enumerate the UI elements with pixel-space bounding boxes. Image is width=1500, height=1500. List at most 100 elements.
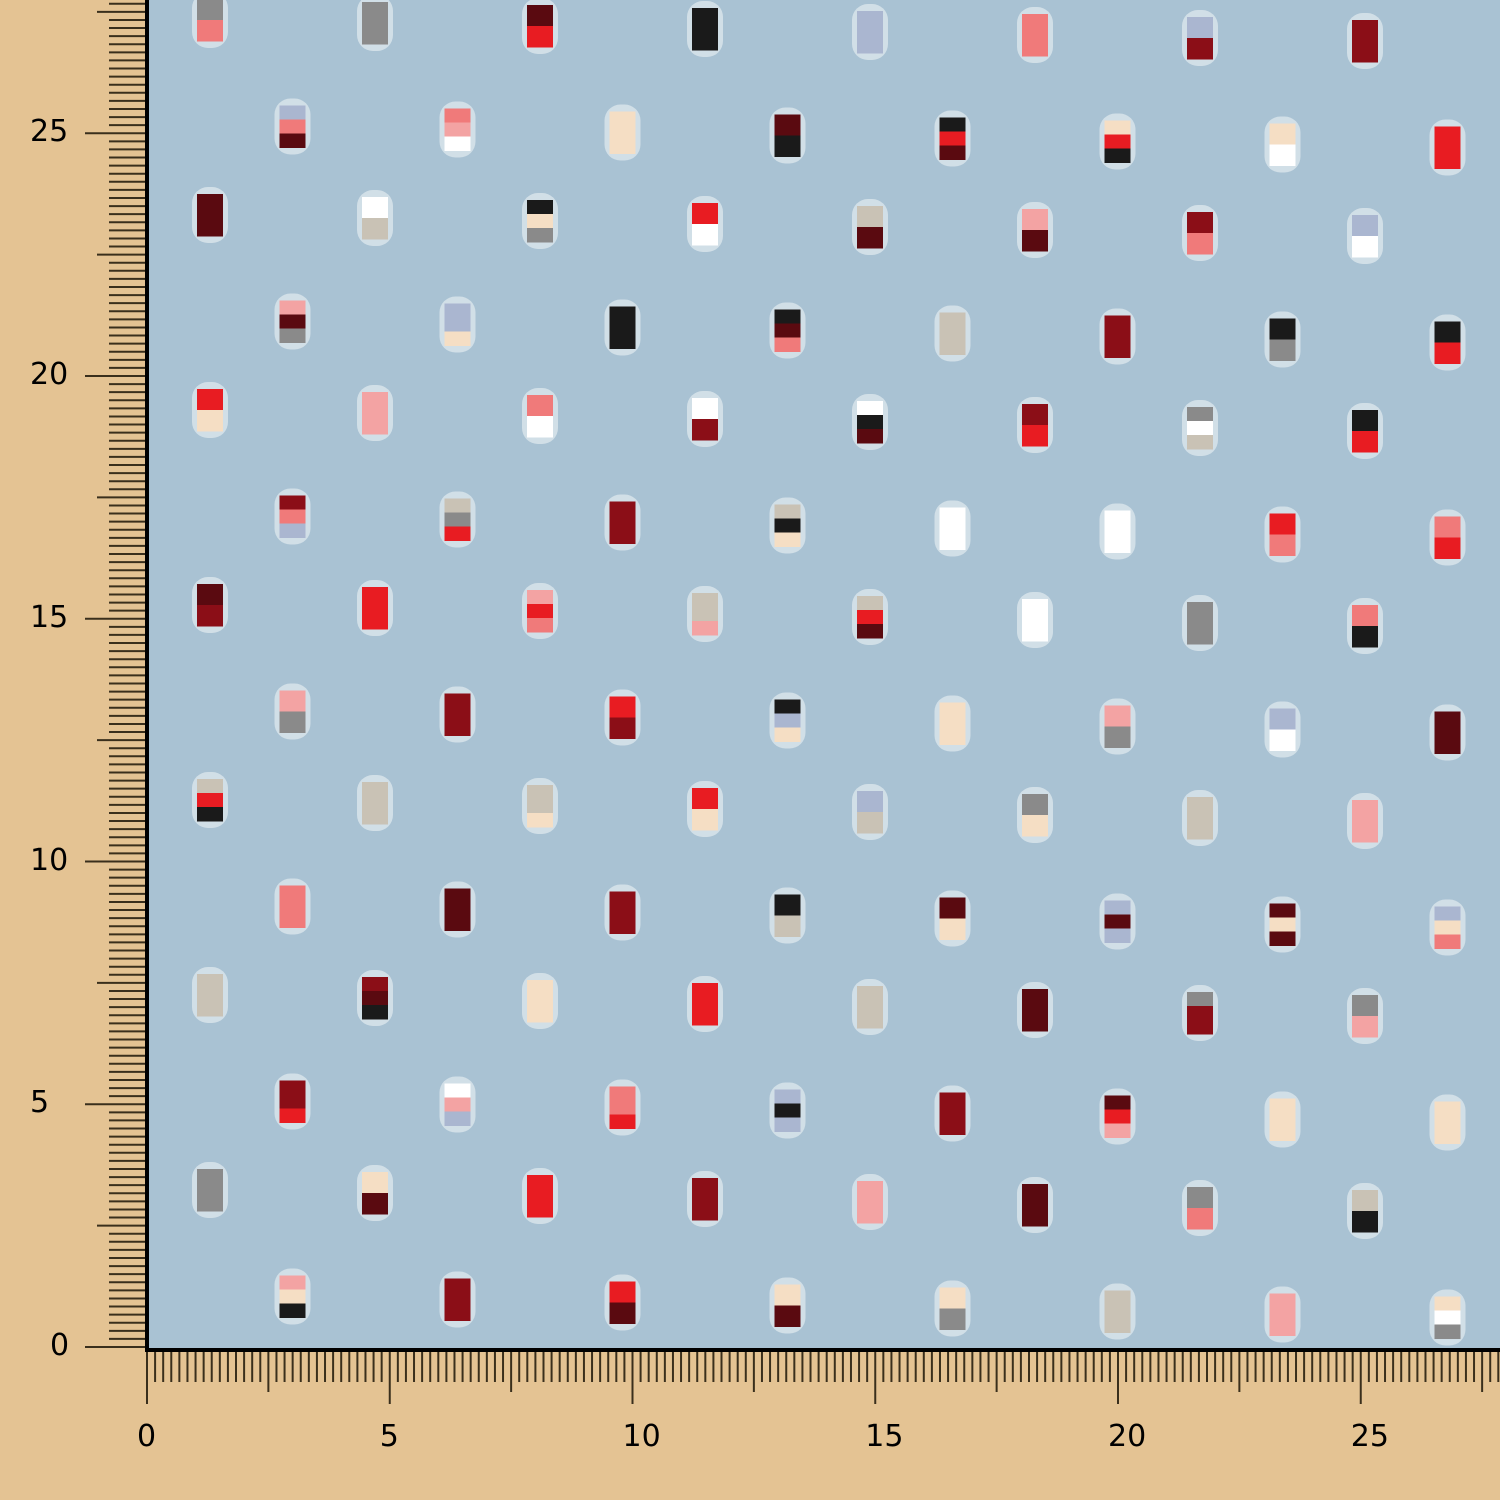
fabric-hole — [439, 686, 476, 743]
fabric-hole — [274, 293, 311, 350]
fabric-hole — [522, 583, 558, 639]
fabric-hole — [687, 586, 723, 642]
fabric-hole — [439, 101, 476, 158]
fabric-hole — [687, 1171, 723, 1227]
fabric-hole — [769, 1277, 806, 1334]
fabric-hole — [274, 1268, 311, 1325]
fabric-hole — [934, 305, 971, 362]
y-tick-label: 20 — [30, 357, 69, 392]
fabric-hole — [1429, 1289, 1466, 1346]
fabric-hole — [1429, 1094, 1466, 1151]
fabric-hole — [1429, 704, 1466, 761]
x-tick-label: 15 — [865, 1419, 904, 1454]
fabric-hole — [357, 385, 393, 441]
fabric-hole — [1347, 598, 1383, 654]
fabric-hole — [934, 500, 971, 557]
fabric-hole — [1264, 1091, 1301, 1148]
fabric-hole — [192, 1162, 228, 1218]
fabric-hole — [934, 695, 971, 752]
fabric-hole — [1017, 202, 1053, 258]
x-tick-label: 20 — [1108, 1419, 1147, 1454]
fabric-hole — [604, 689, 641, 746]
fabric-hole — [1347, 13, 1383, 69]
fabric-hole — [852, 784, 888, 840]
fabric-hole — [604, 1079, 641, 1136]
fabric-hole — [1264, 896, 1301, 953]
fabric-hole — [1429, 899, 1466, 956]
fabric-hole — [439, 881, 476, 938]
fabric-hole — [852, 199, 888, 255]
fabric-hole — [687, 781, 723, 837]
fabric-pattern — [147, 0, 1500, 1349]
fabric-hole — [1347, 793, 1383, 849]
fabric-hole — [1182, 10, 1218, 66]
fabric-hole — [1429, 509, 1466, 566]
x-tick-label: 10 — [622, 1419, 661, 1454]
fabric-hole — [1182, 1180, 1218, 1236]
fabric-hole — [274, 98, 311, 155]
fabric-hole — [1017, 592, 1053, 648]
fabric-hole — [604, 104, 641, 161]
fabric-hole — [274, 878, 311, 935]
fabric-hole — [852, 979, 888, 1035]
fabric-hole — [1429, 314, 1466, 371]
y-tick-label: 25 — [30, 114, 69, 150]
fabric-hole — [192, 577, 228, 633]
fabric-swatch-image — [147, 0, 1500, 1349]
fabric-hole — [357, 1165, 393, 1221]
fabric-hole — [769, 692, 806, 749]
fabric-hole — [1347, 208, 1383, 264]
fabric-hole — [192, 0, 228, 48]
fabric-hole — [1182, 985, 1218, 1041]
fabric-hole — [934, 1085, 971, 1142]
fabric-hole — [604, 494, 641, 551]
fabric-hole — [1182, 205, 1218, 261]
fabric-hole — [1182, 790, 1218, 846]
fabric-hole — [522, 778, 558, 834]
x-tick-label: 5 — [379, 1419, 399, 1454]
y-tick-label: 0 — [50, 1328, 70, 1363]
x-tick-label: 0 — [137, 1419, 157, 1454]
fabric-hole — [357, 580, 393, 636]
fabric-hole — [1017, 7, 1053, 63]
fabric-hole — [1017, 787, 1053, 843]
fabric-hole — [1347, 403, 1383, 459]
fabric-hole — [357, 0, 393, 51]
fabric-hole — [522, 973, 558, 1029]
fabric-hole — [1347, 1183, 1383, 1239]
fabric-hole — [522, 0, 558, 54]
fabric-hole — [274, 1073, 311, 1130]
fabric-hole — [604, 1274, 641, 1331]
x-tick-label: 25 — [1350, 1419, 1389, 1454]
fabric-hole — [1099, 308, 1136, 365]
fabric-hole — [274, 488, 311, 545]
fabric-hole — [1182, 595, 1218, 651]
fabric-hole — [934, 110, 971, 167]
fabric-hole — [1099, 113, 1136, 170]
fabric-hole — [1099, 1088, 1136, 1145]
fabric-hole — [1017, 982, 1053, 1038]
fabric-hole — [439, 491, 476, 548]
fabric-hole — [1182, 400, 1218, 456]
fabric-hole — [1264, 311, 1301, 368]
fabric-hole — [439, 1271, 476, 1328]
fabric-hole — [687, 391, 723, 447]
fabric-hole — [852, 1174, 888, 1230]
fabric-hole — [357, 970, 393, 1026]
fabric-hole — [934, 1280, 971, 1337]
y-tick-label: 10 — [30, 842, 69, 878]
fabric-hole — [604, 299, 641, 356]
fabric-hole — [1017, 1177, 1053, 1233]
fabric-hole — [1429, 119, 1466, 176]
fabric-hole — [192, 382, 228, 438]
fabric-hole — [274, 683, 311, 740]
fabric-hole — [439, 296, 476, 353]
fabric-hole — [1099, 698, 1136, 755]
fabric-hole — [769, 497, 806, 554]
fabric-hole — [192, 187, 228, 243]
fabric-hole — [687, 196, 723, 252]
fabric-hole — [1347, 988, 1383, 1044]
fabric-hole — [852, 394, 888, 450]
fabric-hole — [357, 775, 393, 831]
